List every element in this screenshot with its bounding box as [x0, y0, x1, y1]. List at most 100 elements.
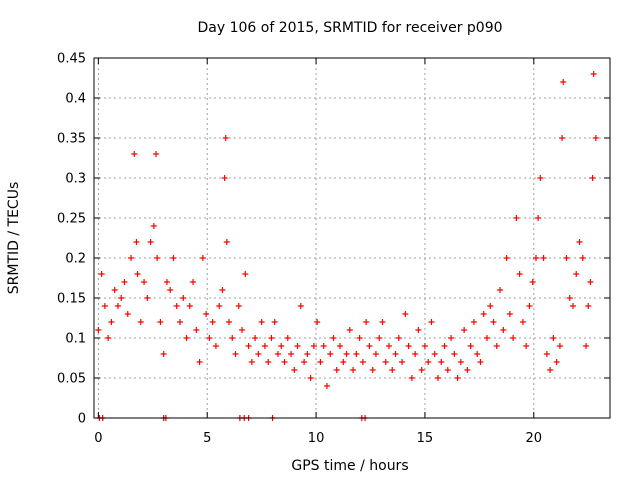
data-point	[133, 239, 140, 245]
data-point	[180, 295, 187, 301]
data-point	[553, 359, 560, 365]
data-point	[307, 375, 314, 381]
data-point	[239, 327, 246, 333]
data-point	[563, 255, 570, 261]
data-point	[376, 335, 383, 341]
data-point	[294, 343, 301, 349]
y-tick-label: 0	[78, 412, 86, 427]
data-point	[402, 311, 409, 317]
data-point	[480, 311, 487, 317]
data-point	[291, 367, 298, 373]
y-tick-label: 0.25	[57, 212, 86, 227]
data-point	[477, 359, 484, 365]
data-point	[431, 351, 438, 357]
data-point	[323, 383, 330, 389]
data-point	[435, 375, 441, 381]
data-point	[118, 295, 125, 301]
x-tick-label: 20	[526, 431, 543, 446]
data-point	[219, 287, 226, 293]
data-point	[317, 359, 324, 365]
data-point	[490, 319, 497, 325]
data-point	[183, 335, 190, 341]
data-point	[337, 343, 344, 349]
data-point	[196, 359, 203, 365]
data-point	[154, 255, 161, 261]
data-point	[366, 343, 373, 349]
data-point	[415, 327, 422, 333]
data-point	[399, 359, 406, 365]
data-point	[95, 327, 102, 333]
data-point	[470, 319, 477, 325]
data-point	[167, 287, 174, 293]
y-tick-label: 0.4	[65, 92, 86, 107]
data-point	[382, 359, 389, 365]
data-point	[583, 343, 590, 349]
data-point	[444, 367, 451, 373]
data-point	[392, 351, 399, 357]
data-point	[519, 319, 526, 325]
data-point	[340, 359, 347, 365]
data-point	[346, 327, 353, 333]
data-point	[242, 271, 249, 277]
data-point	[510, 335, 517, 341]
data-point	[232, 351, 239, 357]
y-tick-label: 0.35	[57, 132, 86, 147]
data-point	[271, 319, 278, 325]
data-point	[506, 311, 513, 317]
data-point	[193, 327, 200, 333]
data-point	[556, 343, 563, 349]
data-point	[199, 255, 206, 261]
data-point	[421, 343, 428, 349]
data-point	[363, 319, 370, 325]
data-point	[543, 351, 550, 357]
data-point	[418, 367, 425, 373]
data-point	[353, 351, 360, 357]
x-tick-label: 10	[308, 431, 325, 446]
data-point	[585, 303, 592, 309]
data-point	[497, 287, 504, 293]
data-point	[147, 239, 154, 245]
data-point	[550, 335, 557, 341]
data-point	[173, 303, 180, 309]
data-point	[314, 319, 321, 325]
data-point	[278, 343, 285, 349]
data-point	[379, 319, 386, 325]
data-point	[229, 335, 236, 341]
data-point	[579, 255, 586, 261]
data-point	[170, 255, 177, 261]
grid	[94, 58, 610, 418]
data-point	[587, 279, 594, 285]
data-point	[438, 359, 445, 365]
data-point	[261, 343, 268, 349]
data-point	[532, 255, 539, 261]
data-point	[163, 279, 170, 285]
data-point	[464, 367, 471, 373]
data-point	[590, 71, 597, 77]
chart-title: Day 106 of 2015, SRMTID for receiver p09…	[197, 20, 502, 36]
plot-frame	[93, 57, 611, 419]
data-point	[408, 375, 415, 381]
data-point	[560, 79, 567, 85]
data-point	[333, 367, 340, 373]
data-point	[441, 343, 448, 349]
x-tick-label: 5	[203, 431, 211, 446]
y-tick-label: 0.1	[65, 332, 86, 347]
data-point	[372, 351, 379, 357]
data-point	[268, 335, 275, 341]
data-point	[569, 303, 576, 309]
data-point	[186, 303, 193, 309]
y-tick-label: 0.15	[57, 292, 86, 307]
data-point	[451, 351, 458, 357]
data-point	[573, 271, 580, 277]
data-point	[128, 255, 135, 261]
y-tick-label: 0.45	[57, 52, 86, 67]
data-point	[395, 335, 402, 341]
data-point	[265, 359, 272, 365]
data-point	[493, 343, 500, 349]
y-tick-label: 0.2	[65, 252, 86, 267]
data-point	[288, 351, 295, 357]
data-point	[190, 279, 197, 285]
data-point	[412, 351, 419, 357]
data-point	[141, 279, 148, 285]
